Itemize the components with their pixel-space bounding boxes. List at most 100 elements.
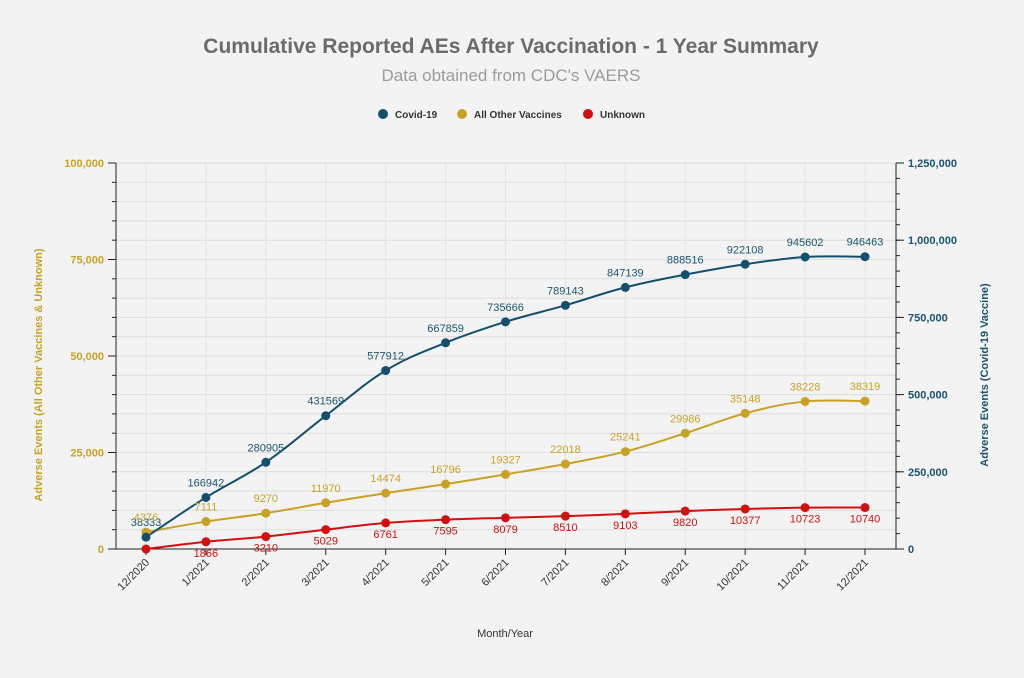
y-axis-right-tick-label: 250,000: [908, 467, 948, 479]
series-points: [141, 252, 870, 554]
legend: Covid-19 All Other Vaccines Unknown: [378, 109, 645, 121]
x-axis-tick-label: 8/2021: [599, 557, 631, 589]
data-label-unknown: 10740: [850, 514, 881, 526]
x-axis-tick-label: 3/2021: [300, 557, 332, 589]
x-axis-tick-label: 11/2021: [775, 557, 811, 593]
chart-title: Cumulative Reported AEs After Vaccinatio…: [203, 35, 819, 58]
legend-marker-all-other-vaccines: [457, 109, 467, 119]
data-point-unknown: [860, 503, 870, 513]
data-point-all-other-vaccines: [501, 469, 510, 479]
data-label-covid-19: 38333: [131, 517, 162, 529]
data-point-unknown: [441, 515, 451, 525]
data-point-all-other-vaccines: [261, 508, 271, 518]
data-point-covid-19: [321, 411, 331, 421]
data-label-unknown: 9820: [673, 517, 697, 529]
x-axis-tick-label: 10/2021: [715, 557, 752, 594]
data-point-unknown: [501, 513, 510, 523]
data-point-all-other-vaccines: [381, 488, 391, 498]
data-label-covid-19: 166942: [188, 477, 225, 489]
data-point-unknown: [201, 537, 211, 547]
data-labels: 38333 166942 280905 431569 577912 667859 73566…: [131, 237, 884, 560]
data-label-covid-19: 577912: [367, 351, 404, 363]
x-axis-tick-label: 12/2020: [116, 557, 153, 594]
data-label-unknown: 6761: [373, 529, 397, 541]
x-axis-tick-label: 1/2021: [180, 557, 212, 589]
data-label-all-other-vaccines: 9270: [254, 493, 278, 505]
data-label-all-other-vaccines: 7111: [194, 502, 217, 514]
grid: [116, 162, 896, 550]
data-label-unknown: 7595: [433, 526, 457, 538]
data-label-all-other-vaccines: 25241: [610, 432, 641, 444]
data-point-covid-19: [141, 532, 151, 542]
data-point-unknown: [800, 503, 810, 513]
data-label-all-other-vaccines: 19327: [490, 454, 521, 466]
y-axis-right-tick-label: 500,000: [908, 390, 948, 402]
data-label-covid-19: 945602: [787, 237, 824, 249]
data-label-all-other-vaccines: 38319: [850, 381, 881, 393]
data-label-covid-19: 922108: [727, 244, 764, 256]
data-label-all-other-vaccines: 38228: [790, 381, 821, 393]
data-label-covid-19: 431569: [307, 396, 344, 408]
data-label-unknown: 10723: [790, 514, 821, 526]
x-axis-tick-label: 7/2021: [539, 557, 571, 589]
data-label-all-other-vaccines: 16796: [430, 464, 461, 476]
y-axis-right-tick-label: 1,250,000: [908, 158, 957, 170]
data-point-all-other-vaccines: [680, 428, 690, 438]
data-point-unknown: [620, 509, 630, 519]
data-point-covid-19: [560, 300, 570, 310]
legend-label-covid-19: Covid-19: [395, 110, 438, 121]
data-point-covid-19: [740, 259, 750, 269]
data-point-unknown: [680, 506, 690, 516]
data-point-covid-19: [680, 270, 690, 280]
data-point-all-other-vaccines: [560, 459, 570, 469]
data-label-covid-19: 667859: [427, 323, 464, 335]
x-axis-tick-label: 2/2021: [240, 557, 272, 589]
legend-label-all-other-vaccines: All Other Vaccines: [474, 110, 562, 121]
chart-subtitle: Data obtained from CDC's VAERS: [382, 66, 641, 85]
data-label-all-other-vaccines: 22018: [550, 444, 581, 456]
x-axis-title: Month/Year: [477, 628, 533, 640]
data-point-covid-19: [501, 317, 510, 327]
data-point-covid-19: [201, 492, 211, 502]
data-point-unknown: [141, 544, 151, 554]
data-point-covid-19: [800, 252, 810, 262]
data-point-unknown: [560, 511, 570, 521]
legend-marker-unknown: [583, 109, 593, 119]
y-axis-right-title: Adverse Events (Covid-19 Vaccine): [979, 283, 991, 467]
data-label-all-other-vaccines: 11970: [311, 483, 341, 495]
data-point-all-other-vaccines: [441, 479, 451, 489]
data-point-all-other-vaccines: [800, 396, 810, 406]
data-point-covid-19: [441, 338, 451, 348]
data-label-unknown: 9103: [613, 520, 637, 532]
y-axis-right-tick-label: 750,000: [908, 312, 948, 324]
x-axis-tick-label: 4/2021: [360, 557, 392, 589]
data-point-unknown: [381, 518, 391, 528]
data-label-covid-19: 847139: [607, 267, 644, 279]
legend-label-unknown: Unknown: [600, 110, 645, 121]
y-axis-left-tick-label: 75,000: [70, 255, 104, 267]
data-point-unknown: [321, 525, 331, 535]
data-label-unknown: 1866: [194, 548, 218, 560]
data-point-unknown: [261, 532, 271, 542]
data-label-all-other-vaccines: 4376: [134, 512, 158, 524]
data-point-all-other-vaccines: [321, 498, 331, 508]
legend-marker-covid-19: [378, 109, 388, 119]
data-point-all-other-vaccines: [620, 447, 630, 457]
data-label-unknown: 10377: [730, 515, 761, 527]
data-point-covid-19: [860, 252, 870, 262]
data-label-covid-19: 789143: [547, 285, 584, 297]
data-label-covid-19: 280905: [247, 442, 284, 454]
data-label-unknown: 8510: [553, 522, 577, 534]
data-label-covid-19: 735666: [487, 302, 524, 314]
data-label-unknown: 8079: [493, 524, 517, 536]
data-label-unknown: 5029: [314, 536, 338, 548]
data-label-all-other-vaccines: 14474: [370, 473, 401, 485]
data-label-all-other-vaccines: 35148: [730, 393, 761, 405]
data-point-covid-19: [261, 457, 271, 467]
x-axis-tick-label: 9/2021: [659, 557, 691, 589]
y-axis-left-title: Adverse Events (All Other Vaccines & Unk…: [33, 248, 45, 501]
y-axis-left-tick-label: 25,000: [70, 448, 104, 460]
y-axis-left-tick-label: 0: [98, 544, 104, 556]
